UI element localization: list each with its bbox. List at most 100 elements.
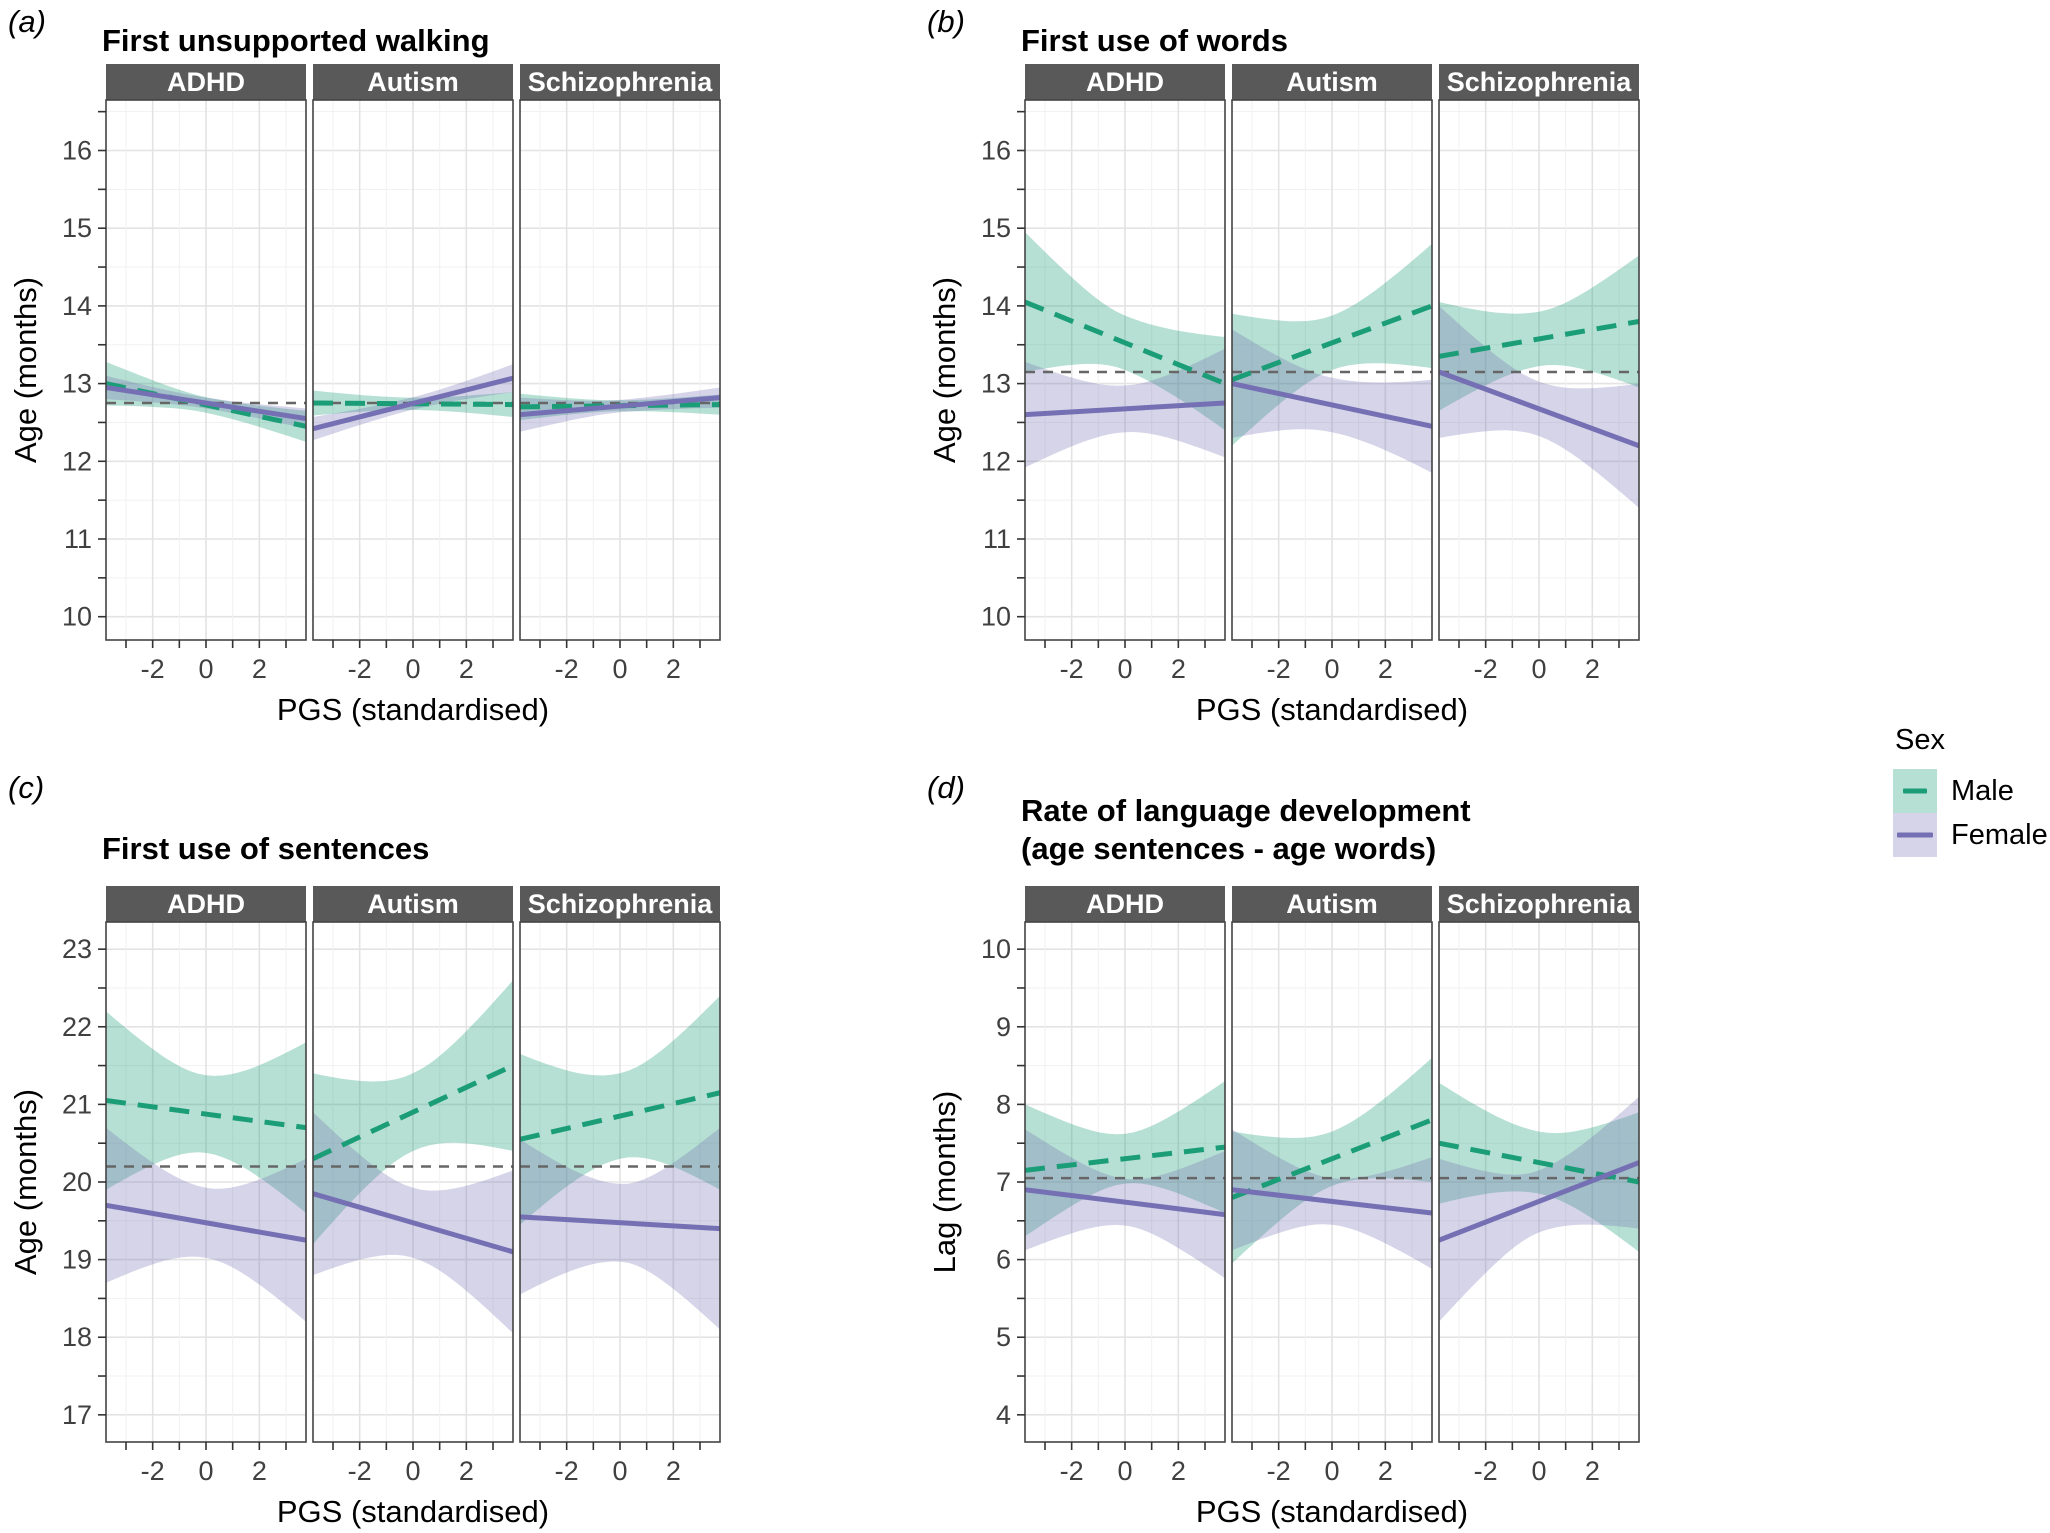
x-tick-label: 2 [459, 1456, 474, 1486]
male-key-line [1903, 788, 1927, 794]
y-tick-label: 14 [62, 291, 92, 321]
x-tick-label: -2 [1474, 654, 1498, 684]
male-trend-line [1439, 318, 1639, 359]
y-tick-label: 23 [62, 934, 92, 964]
female-trend-line [1232, 1187, 1432, 1216]
x-tick-label: -2 [1267, 1456, 1291, 1486]
x-tick-label: 2 [666, 1456, 681, 1486]
y-tick-label: 10 [981, 602, 1011, 632]
x-axis-label: PGS (standardised) [277, 692, 549, 727]
facet-strip-adhd [1025, 886, 1225, 922]
x-tick-label: 2 [252, 654, 267, 684]
x-tick-label: 0 [612, 654, 627, 684]
x-tick-label: 0 [1531, 1456, 1546, 1486]
y-tick-label: 7 [996, 1167, 1011, 1197]
male-ci-band [520, 995, 720, 1225]
facet-strip-schizophrenia [520, 886, 720, 922]
y-axis-label: Age (months) [8, 1089, 43, 1275]
sex-legend: Sex Male Female [1893, 724, 2048, 857]
female-trend-line [1232, 381, 1432, 429]
y-tick-label: 20 [62, 1167, 92, 1197]
y-tick-label: 13 [981, 369, 1011, 399]
y-tick-label: 15 [981, 213, 1011, 243]
panel-c-label: (c) [8, 770, 45, 805]
x-tick-label: 0 [612, 1456, 627, 1486]
panel-d-title: Rate of language development (age senten… [1021, 793, 1471, 866]
x-tick-label: 2 [1585, 654, 1600, 684]
panel-d-chart: ADHD -2 0 2 4 5 6 7 8 9 10 Autism -2 0 2 Schizophrenia -… [927, 886, 1640, 1529]
legend-label-female: Female [1951, 818, 2048, 851]
facet-strip-adhd [106, 64, 306, 100]
x-tick-label: 0 [405, 654, 420, 684]
legend-label-male: Male [1951, 774, 2014, 807]
male-key-swatch [1893, 769, 1937, 813]
female-trend-line [520, 395, 720, 418]
facet-strip-label: Schizophrenia [1447, 889, 1633, 919]
x-tick-label: 2 [252, 1456, 267, 1486]
facet-strip-label: Autism [367, 67, 459, 97]
male-ci-band [1439, 255, 1639, 411]
x-tick-label: 2 [666, 654, 681, 684]
x-tick-label: -2 [141, 654, 165, 684]
male-trend-line [520, 1090, 720, 1142]
male-trend-line [1232, 303, 1432, 383]
female-trend-line [1025, 1187, 1225, 1218]
legend-item-female: Female [1893, 813, 2048, 857]
x-tick-label: 2 [1171, 654, 1186, 684]
facet-strip-autism [313, 64, 513, 100]
y-tick-label: 12 [981, 446, 1011, 476]
y-tick-label: 17 [62, 1400, 92, 1430]
male-trend-line [106, 1098, 306, 1131]
x-tick-label: -2 [1474, 1456, 1498, 1486]
facet-strip-adhd [106, 886, 306, 922]
female-ci-band [520, 387, 720, 432]
panel-c-title: First use of sentences [102, 831, 430, 866]
x-tick-label: -2 [1267, 654, 1291, 684]
x-tick-label: 0 [1324, 1456, 1339, 1486]
x-tick-label: 2 [459, 654, 474, 684]
panel-a-title: First unsupported walking [102, 23, 490, 58]
facet-strip-label: ADHD [167, 67, 245, 97]
facet-strip-label: Autism [1286, 67, 1378, 97]
female-trend-line [1025, 400, 1225, 418]
facet-strip-label: ADHD [167, 889, 245, 919]
facet-strip-schizophrenia [1439, 886, 1639, 922]
y-tick-label: 15 [62, 213, 92, 243]
x-axis-label: PGS (standardised) [1196, 1494, 1468, 1529]
female-key-swatch [1893, 813, 1937, 857]
y-tick-label: 5 [996, 1322, 1011, 1352]
y-tick-label: 22 [62, 1012, 92, 1042]
facet-strip-label: Autism [367, 889, 459, 919]
y-tick-label: 6 [996, 1245, 1011, 1275]
female-ci-band [1232, 329, 1432, 473]
y-tick-label: 10 [981, 934, 1011, 964]
x-tick-label: 0 [1117, 654, 1132, 684]
panel-b-label: (b) [927, 4, 965, 39]
x-tick-label: -2 [1060, 654, 1084, 684]
male-trend-line [1025, 299, 1225, 386]
female-trend-line [106, 1202, 306, 1243]
x-tick-label: 0 [198, 1456, 213, 1486]
y-tick-label: 21 [62, 1089, 92, 1119]
y-tick-label: 18 [62, 1322, 92, 1352]
facet-strip-label: Autism [1286, 889, 1378, 919]
x-tick-label: 2 [1378, 1456, 1393, 1486]
facet-strip-schizophrenia [1439, 64, 1639, 100]
x-tick-label: -2 [555, 1456, 579, 1486]
y-axis-label: Lag (months) [927, 1091, 962, 1274]
female-ci-band [1439, 1096, 1639, 1322]
y-tick-label: 16 [981, 136, 1011, 166]
male-trend-line [1025, 1144, 1225, 1173]
x-axis-label: PGS (standardised) [1196, 692, 1468, 727]
y-tick-label: 19 [62, 1245, 92, 1275]
facet-strip-adhd [1025, 64, 1225, 100]
female-trend-line [313, 1191, 513, 1255]
x-tick-label: -2 [348, 1456, 372, 1486]
y-tick-label: 10 [62, 602, 92, 632]
male-trend-line [1232, 1117, 1432, 1200]
female-trend-line [1439, 369, 1639, 449]
x-tick-label: 2 [1585, 1456, 1600, 1486]
y-tick-label: 8 [996, 1089, 1011, 1119]
